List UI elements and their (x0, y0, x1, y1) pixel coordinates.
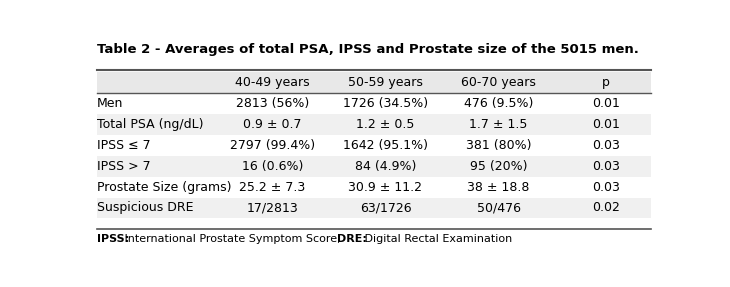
Text: Total PSA (ng/dL): Total PSA (ng/dL) (97, 118, 204, 131)
Text: 1642 (95.1%): 1642 (95.1%) (343, 139, 428, 152)
Text: 381 (80%): 381 (80%) (466, 139, 531, 152)
Text: 0.03: 0.03 (592, 160, 620, 173)
Text: 50/476: 50/476 (477, 201, 520, 214)
Text: IPSS > 7: IPSS > 7 (97, 160, 150, 173)
Text: 38 ± 18.8: 38 ± 18.8 (467, 181, 530, 193)
Text: Table 2 - Averages of total PSA, IPSS and Prostate size of the 5015 men.: Table 2 - Averages of total PSA, IPSS an… (97, 43, 639, 56)
Text: International Prostate Symptom Score;: International Prostate Symptom Score; (120, 234, 344, 244)
Text: 2813 (56%): 2813 (56%) (236, 97, 309, 110)
Text: 0.02: 0.02 (592, 201, 620, 214)
Text: 60-70 years: 60-70 years (461, 76, 536, 89)
Text: IPSS:: IPSS: (97, 234, 129, 244)
Text: IPSS ≤ 7: IPSS ≤ 7 (97, 139, 150, 152)
Text: 50-59 years: 50-59 years (348, 76, 423, 89)
Text: 40-49 years: 40-49 years (235, 76, 310, 89)
Text: 0.01: 0.01 (592, 118, 620, 131)
Text: Prostate Size (grams): Prostate Size (grams) (97, 181, 231, 193)
Bar (97, 72, 651, 93)
Text: 0.03: 0.03 (592, 139, 620, 152)
Text: 0.03: 0.03 (592, 181, 620, 193)
Text: 2797 (99.4%): 2797 (99.4%) (230, 139, 315, 152)
Text: p: p (602, 76, 610, 89)
Text: 0.9 ± 0.7: 0.9 ± 0.7 (243, 118, 301, 131)
Text: 25.2 ± 7.3: 25.2 ± 7.3 (239, 181, 305, 193)
Text: Men: Men (97, 97, 123, 110)
Text: 1726 (34.5%): 1726 (34.5%) (343, 97, 428, 110)
Text: DRE:: DRE: (337, 234, 367, 244)
Text: 476 (9.5%): 476 (9.5%) (464, 97, 534, 110)
Text: 1.2 ± 0.5: 1.2 ± 0.5 (356, 118, 415, 131)
Bar (97, 197, 651, 218)
Text: 30.9 ± 11.2: 30.9 ± 11.2 (348, 181, 423, 193)
Text: 16 (0.6%): 16 (0.6%) (242, 160, 303, 173)
Text: 0.01: 0.01 (592, 97, 620, 110)
Text: 17/2813: 17/2813 (247, 201, 298, 214)
Text: Digital Rectal Examination: Digital Rectal Examination (361, 234, 512, 244)
Bar (97, 156, 651, 177)
Bar (97, 114, 651, 135)
Text: 84 (4.9%): 84 (4.9%) (355, 160, 416, 173)
Text: 95 (20%): 95 (20%) (470, 160, 527, 173)
Text: Suspicious DRE: Suspicious DRE (97, 201, 193, 214)
Text: 63/1726: 63/1726 (360, 201, 411, 214)
Text: 1.7 ± 1.5: 1.7 ± 1.5 (469, 118, 528, 131)
